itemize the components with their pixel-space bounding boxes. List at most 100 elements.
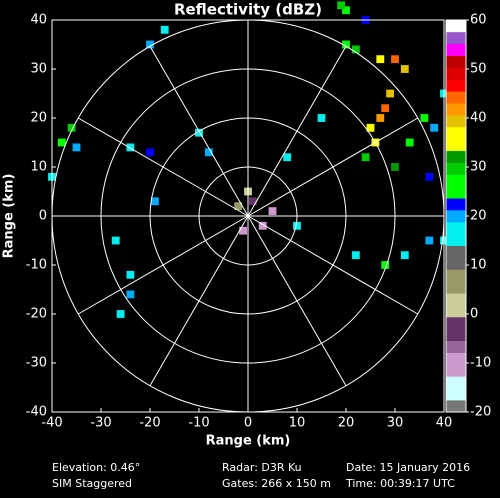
footer-text: Gates: 266 x 150 m [222,477,331,490]
footer-text: Date: 15 January 2016 [346,461,470,474]
y-tick-label: -10 [26,258,47,273]
echo [337,1,346,10]
echo [381,104,390,113]
x-tick-label: 0 [244,416,252,431]
colorbar-segment [446,305,466,318]
colorbar-segment [446,186,466,199]
chart-title: Reflectivity (dBZ) [174,1,322,19]
echo [268,207,277,216]
echo [376,55,385,64]
colorbar-segment [446,233,466,246]
colorbar-segment [446,340,466,353]
echo [342,40,350,49]
echo [126,270,135,279]
radial [78,117,249,217]
colorbar-segment [446,138,466,151]
colorbar-tick-label: 60 [470,13,487,28]
colorbar-segment [446,388,466,401]
radial [247,117,418,217]
colorbar-segment [446,79,466,92]
colorbar-segment [446,103,466,116]
y-tick-label: 10 [30,160,47,175]
y-tick-label: -30 [26,356,47,371]
echo [126,143,135,152]
colorbar-segment [446,316,466,330]
footer-text: SIM Staggered [52,477,132,490]
echo [283,153,292,162]
echo [146,40,154,49]
footer-text: Radar: D3R Ku [222,461,302,474]
x-tick-label: -20 [139,416,160,431]
x-tick-label: 40 [436,416,453,431]
y-tick-label: -40 [26,405,47,420]
x-tick-label: 20 [338,416,355,431]
echo [386,89,395,98]
echo [420,114,429,122]
colorbar-segment [446,67,466,80]
echo [234,202,243,211]
colorbar-segment [446,293,466,306]
echo [351,45,360,54]
radial [78,215,249,315]
colorbar-segment [446,221,466,235]
echo [204,148,213,157]
echo [351,251,360,260]
echo [361,153,370,162]
colorbar-segment [446,364,466,377]
colorbar-segment [446,245,466,258]
colorbar-tick-label: 30 [470,160,487,175]
colorbar-segment [446,281,466,294]
colorbar-tick-label: 20 [470,209,487,224]
colorbar-segment [446,376,466,389]
colorbar-segment [446,210,466,223]
y-tick-label: 20 [30,111,47,126]
colorbar-segment [446,126,466,140]
echo [150,197,159,206]
echo [391,163,399,171]
echo [72,143,81,152]
colorbar-segment [446,352,466,365]
colorbar-segment [446,20,466,33]
echo [126,290,135,299]
colorbar-tick-label: -20 [470,405,491,420]
footer-text: Time: 00:39:17 UTC [345,477,455,490]
echo [405,138,414,147]
colorbar-segment [446,115,466,128]
colorbar-segment [446,198,466,211]
y-axis-label: Range (km) [2,174,17,259]
y-tick-label: 0 [39,209,47,224]
x-tick-label: -30 [90,416,111,431]
x-axis-label: Range (km) [206,434,291,449]
echo [400,251,409,260]
colorbar-segment [446,150,466,163]
radial [149,215,249,386]
echo [67,123,76,132]
colorbar-segment [446,257,466,270]
echo [342,6,350,15]
radial [247,46,347,217]
y-tick-label: 30 [30,62,47,77]
echo [391,55,399,64]
y-tick-label: 40 [30,13,47,28]
x-tick-label: 30 [387,416,404,431]
echo [111,236,120,245]
echo [376,114,385,122]
echo [258,221,267,230]
echo [366,123,375,132]
echo [160,25,169,34]
colorbar-segment [446,174,466,187]
colorbar-segment [446,400,466,413]
colorbar-segment [446,328,466,342]
echo [425,172,434,181]
radial [149,46,249,217]
echo [317,114,326,122]
x-tick-label: -10 [188,416,209,431]
colorbar-segment [446,55,466,68]
y-tick-label: -20 [26,307,47,322]
echo [146,148,154,157]
echo [381,261,390,269]
colorbar-segment [446,269,466,282]
colorbar-segment [446,43,466,56]
x-tick-label: 10 [289,416,306,431]
colorbar-tick-label: 50 [470,62,487,77]
